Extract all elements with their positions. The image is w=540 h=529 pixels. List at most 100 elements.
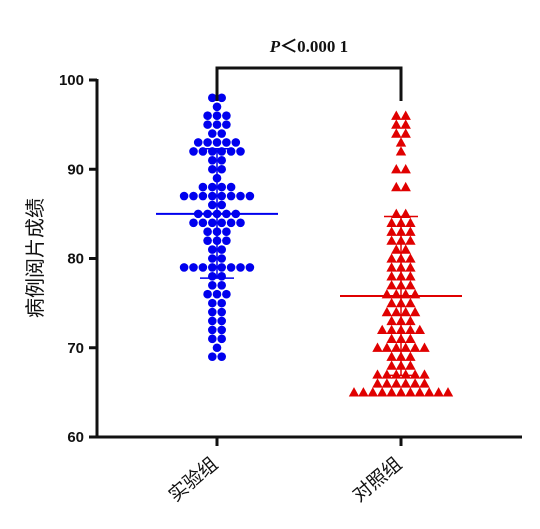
data-point: [208, 93, 217, 103]
mean-sd-bars: [156, 147, 462, 377]
data-point: [226, 218, 236, 228]
data-point: [400, 244, 411, 254]
data-point: [405, 333, 416, 343]
data-point: [226, 263, 236, 272]
data-point: [203, 236, 212, 245]
data-point: [217, 334, 226, 344]
data-point: [381, 306, 393, 317]
data-point: [217, 200, 226, 210]
data-point: [217, 182, 226, 192]
data-point: [386, 271, 397, 281]
data-point: [217, 325, 226, 335]
data-point: [405, 226, 416, 236]
data-point: [208, 129, 217, 138]
data-point: [405, 235, 416, 245]
data-point: [348, 387, 360, 397]
data-point: [217, 307, 226, 317]
data-point: [217, 218, 226, 228]
data-point: [212, 111, 222, 120]
data-point: [222, 120, 231, 129]
data-point: [217, 129, 226, 138]
data-point: [208, 245, 217, 254]
data-point: [217, 254, 226, 263]
data-point: [400, 164, 411, 174]
y-axis-title: 病例阅片成绩: [23, 198, 47, 318]
data-point: [222, 111, 231, 120]
y-tick-label: 80: [67, 251, 84, 268]
data-point: [231, 138, 241, 147]
y-tick-label: 90: [67, 161, 84, 178]
x-axis: 实验组 对照组: [95, 435, 522, 507]
data-point: [395, 387, 407, 397]
data-point: [419, 342, 430, 352]
data-point: [217, 316, 226, 326]
data-point: [226, 182, 236, 192]
data-point: [198, 218, 208, 228]
data-point: [377, 324, 388, 335]
data-point: [179, 191, 189, 201]
data-point: [189, 191, 198, 201]
data-point: [409, 378, 421, 388]
y-tick-label: 100: [59, 72, 84, 89]
data-point: [391, 110, 402, 120]
data-point: [391, 208, 402, 219]
data-point: [405, 387, 416, 397]
data-point: [381, 369, 393, 379]
data-point: [217, 191, 226, 201]
data-point: [212, 138, 222, 147]
data-point: [386, 315, 397, 326]
data-points: [179, 93, 454, 397]
data-point: [386, 324, 397, 335]
data-point: [405, 262, 416, 272]
data-point: [222, 138, 231, 147]
data-point: [400, 181, 411, 192]
data-point: [386, 360, 397, 370]
data-point: [198, 182, 208, 192]
data-point: [217, 352, 226, 361]
data-point: [208, 200, 217, 210]
data-point: [391, 119, 402, 129]
data-point: [405, 360, 416, 370]
data-point: [400, 342, 411, 352]
data-point: [198, 263, 208, 272]
data-point: [198, 191, 208, 201]
data-point: [381, 342, 393, 352]
data-point: [208, 218, 217, 228]
data-point: [236, 147, 245, 156]
data-point: [419, 369, 430, 379]
data-point: [208, 352, 217, 361]
data-point: [405, 253, 416, 263]
data-point: [203, 289, 212, 299]
data-point: [405, 271, 416, 281]
data-point: [217, 156, 226, 165]
data-point: [386, 297, 397, 308]
significance-bracket-line: [215, 66, 403, 101]
p-value-label: P＜0.000 1: [269, 37, 348, 56]
data-point: [409, 369, 421, 379]
data-point: [236, 263, 245, 272]
data-point: [245, 263, 255, 272]
data-point: [381, 378, 393, 388]
data-point: [395, 137, 407, 147]
data-point: [208, 156, 217, 165]
data-point: [245, 191, 255, 201]
data-point: [405, 324, 416, 335]
x-category-label: 实验组: [164, 453, 222, 507]
data-point: [217, 263, 226, 272]
data-point: [391, 164, 402, 174]
data-point: [236, 218, 245, 228]
data-point: [409, 306, 421, 317]
data-point: [217, 245, 226, 254]
data-point: [391, 306, 402, 317]
data-point: [208, 280, 217, 290]
data-point: [226, 191, 236, 201]
data-point: [405, 297, 416, 308]
data-point: [189, 263, 198, 272]
data-point: [208, 182, 217, 192]
data-point: [386, 262, 397, 272]
data-point: [217, 164, 226, 174]
data-point: [414, 324, 425, 335]
data-point: [208, 254, 217, 263]
data-point: [208, 325, 217, 335]
